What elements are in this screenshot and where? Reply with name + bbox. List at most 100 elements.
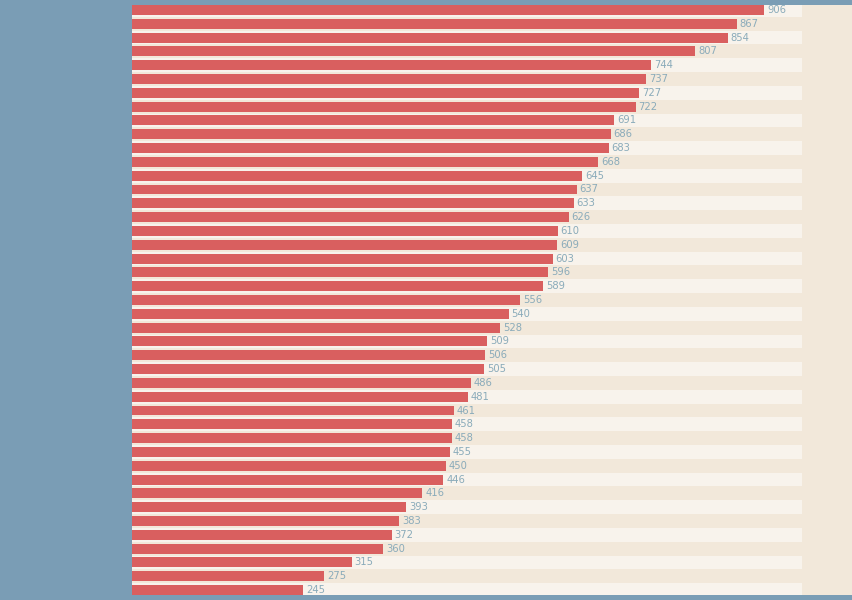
Text: Theodore Roosevelt: Theodore Roosevelt [26,46,125,56]
Text: 245: 245 [306,585,325,595]
Bar [132,226,557,236]
Bar [132,185,576,194]
Bar [132,500,801,514]
Text: Zachary Taylor: Zachary Taylor [52,433,125,443]
Bar [132,309,509,319]
Text: Lyndon Baines Johnson: Lyndon Baines Johnson [10,129,125,139]
Text: Millard Fillmore: Millard Fillmore [49,502,125,512]
Text: George Washington: George Washington [27,19,125,29]
Text: John Quincy Adams: John Quincy Adams [28,281,125,291]
Text: James Madison: James Madison [50,226,125,236]
Bar [132,254,552,263]
Text: 727: 727 [642,88,660,98]
Bar [132,544,383,554]
Bar [132,88,638,98]
Bar [132,31,801,44]
Bar [132,516,399,526]
Text: Gerald R. Ford Jr.: Gerald R. Ford Jr. [42,337,125,346]
Text: 867: 867 [739,19,757,29]
Text: Ronald Reagan: Ronald Reagan [50,115,125,125]
Text: William McKinley Jr.: William McKinley Jr. [28,212,125,222]
Text: James A. Garfield: James A. Garfield [39,392,125,401]
Bar [132,571,324,581]
Text: 645: 645 [584,170,603,181]
Bar [132,113,801,127]
Bar [132,240,556,250]
Text: John Tyler: John Tyler [77,530,125,540]
Bar [132,295,520,305]
Text: 691: 691 [616,115,636,125]
Text: 458: 458 [454,433,473,443]
Text: 446: 446 [446,475,464,485]
Text: Grover Cleveland: Grover Cleveland [38,309,125,319]
Text: 540: 540 [511,309,530,319]
Text: Warren G. Harding: Warren G. Harding [32,544,125,554]
Bar [132,323,500,332]
Text: 505: 505 [486,364,505,374]
Bar [132,129,610,139]
Text: James K. Polk: James K. Polk [59,184,125,194]
Text: James Monroe: James Monroe [55,170,125,181]
Bar [132,488,422,499]
Text: Thomas Jefferson: Thomas Jefferson [38,88,125,98]
Bar [132,58,801,72]
Bar [132,390,801,404]
Bar [132,199,573,208]
Bar [132,196,801,210]
Bar [132,406,453,415]
Bar [132,171,581,181]
Text: Andrew Johnson: Andrew Johnson [45,571,125,581]
Text: George W. Bush: George W. Bush [46,447,125,457]
Text: 633: 633 [576,199,595,208]
Bar [132,502,406,512]
Text: Rutherford B. Hayes: Rutherford B. Hayes [25,419,125,430]
Text: Harry S. Truman: Harry S. Truman [44,74,125,84]
Bar [132,281,543,291]
Text: 506: 506 [487,350,506,360]
Text: 315: 315 [354,557,373,568]
Text: 686: 686 [613,129,631,139]
Text: 683: 683 [611,143,630,153]
Text: William H. Taft: William H. Taft [54,323,125,332]
Text: 722: 722 [638,101,657,112]
Text: Dwight D. Eisenhower: Dwight D. Eisenhower [15,60,125,70]
Text: 372: 372 [394,530,413,540]
Text: 393: 393 [409,502,428,512]
Bar [132,528,801,542]
Text: Franklin Pierce: Franklin Pierce [52,557,125,568]
Text: 481: 481 [470,392,489,401]
Text: 528: 528 [503,323,521,332]
Bar [132,557,352,568]
Bar [132,74,646,84]
Text: 603: 603 [555,254,573,263]
Text: 275: 275 [326,571,346,581]
Text: Franklin D. Roosevelt: Franklin D. Roosevelt [20,32,125,43]
Text: 556: 556 [522,295,541,305]
Text: Benjamin Harrison: Benjamin Harrison [32,406,125,416]
Text: 455: 455 [452,447,471,457]
Text: Bill Clinton: Bill Clinton [72,199,125,208]
Text: 461: 461 [456,406,475,416]
Text: Martin Van Buren: Martin Van Buren [38,461,125,471]
Bar [132,335,801,349]
Text: 906: 906 [766,5,785,15]
Bar [132,32,727,43]
Text: 609: 609 [559,240,579,250]
Text: Woodrow Wilson: Woodrow Wilson [43,143,125,153]
Text: George H. W. Bush: George H. W. Bush [32,268,125,277]
Bar [132,473,801,487]
Text: 450: 450 [448,461,467,471]
Text: 807: 807 [697,46,716,56]
Text: 383: 383 [401,516,420,526]
Bar [132,392,467,401]
Bar [132,212,568,222]
Text: Ulysses S. Grant: Ulysses S. Grant [43,295,125,305]
Text: 589: 589 [545,281,564,291]
Bar [132,418,801,431]
Text: 737: 737 [648,74,667,84]
Text: 610: 610 [560,226,579,236]
Text: John Adams: John Adams [66,254,125,263]
Bar [132,251,801,265]
Text: 744: 744 [653,60,672,70]
Text: Richard M. Nixon: Richard M. Nixon [41,378,125,388]
